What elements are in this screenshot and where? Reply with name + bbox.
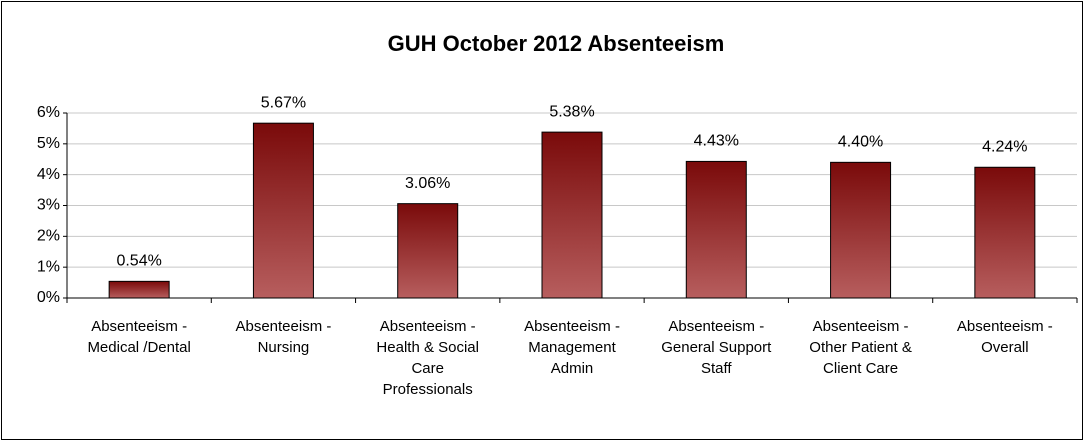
data-label: 5.38% [549,103,594,120]
x-tick-label: Absenteeism - Health & Social Care Profe… [376,318,479,398]
bar [108,280,170,299]
y-tick-label: 2% [37,228,60,245]
y-tick-label: 6% [37,104,60,121]
data-label: 3.06% [405,175,450,192]
x-tick-label: Absenteeism - Other Patient & Client Car… [809,318,912,377]
bar [974,166,1036,299]
data-label: 4.40% [838,134,883,151]
bar [252,122,314,299]
bar [830,161,892,299]
chart-title: GUH October 2012 Absenteeism [388,31,725,56]
y-tick-label: 4% [37,166,60,183]
x-tick-label: Absenteeism - Management Admin [524,318,620,377]
y-tick-label: 0% [37,289,60,306]
bar [397,203,459,299]
data-label: 4.24% [982,138,1027,155]
data-label: 5.67% [261,94,306,111]
y-tick-label: 3% [37,197,60,214]
x-tick-label: Absenteeism - General Support Staff [661,318,772,377]
bar [685,160,747,299]
x-tick-label: Absenteeism - Nursing [235,318,332,356]
data-label: 0.54% [116,253,161,270]
data-label: 4.43% [694,133,739,150]
bar [541,131,603,299]
x-tick-label: Absenteeism - Medical /Dental [87,318,191,356]
x-tick-label: Absenteeism - Overall [956,318,1053,356]
y-tick-label: 1% [37,258,60,275]
y-tick-label: 5% [37,135,60,152]
